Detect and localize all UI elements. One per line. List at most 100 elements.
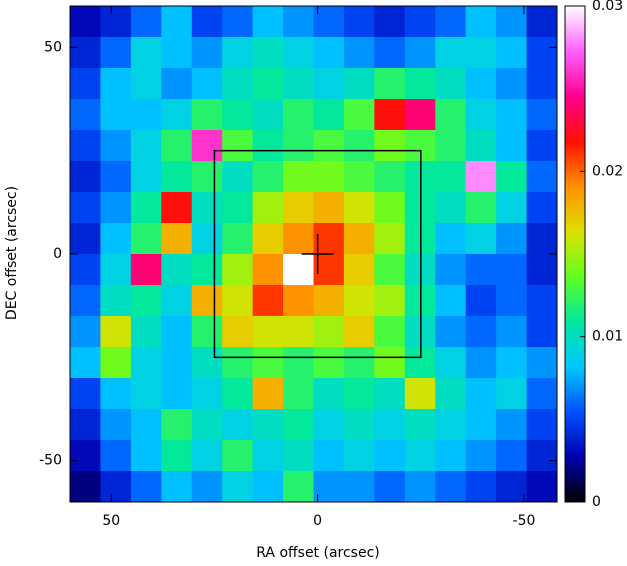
colorbar-tick-label: 0.01	[592, 329, 623, 345]
heatmap-cell	[191, 130, 223, 162]
heatmap-cell	[404, 99, 436, 131]
heatmap-cell	[222, 471, 254, 503]
heatmap-cell	[496, 223, 528, 255]
heatmap-cell	[252, 285, 284, 317]
heatmap-cell	[313, 378, 345, 410]
heatmap-cell	[374, 68, 406, 100]
heatmap-cell	[191, 223, 223, 255]
heatmap-cell	[404, 37, 436, 69]
heatmap-cell	[496, 316, 528, 348]
heatmap-cell	[252, 37, 284, 69]
heatmap-cell	[435, 130, 467, 162]
heatmap-cell	[435, 285, 467, 317]
heatmap-cell	[496, 99, 528, 131]
heatmap-cell	[343, 161, 375, 193]
colorbar-tick-label: 0.03	[592, 0, 623, 14]
heatmap-cell	[496, 68, 528, 100]
heatmap-cell	[496, 254, 528, 286]
heatmap-cell	[526, 378, 558, 410]
heatmap-cell	[283, 285, 314, 317]
heatmap-cell	[222, 440, 254, 472]
heatmap-cell	[526, 254, 558, 286]
heatmap-cell	[161, 378, 193, 410]
x-tick-label: 0	[313, 513, 322, 529]
heatmap-cell	[222, 254, 254, 286]
heatmap-cell	[100, 254, 132, 286]
x-tick-label: -50	[513, 513, 536, 529]
heatmap-cell	[374, 6, 406, 38]
heatmap-cell	[313, 161, 345, 193]
heatmap-cell	[374, 409, 406, 441]
heatmap-cell	[496, 6, 528, 38]
heatmap-cell	[435, 68, 467, 100]
y-axis-label: DEC offset (arcsec)	[4, 186, 20, 320]
heatmap-cell	[465, 285, 497, 317]
heatmap-cell	[404, 68, 436, 100]
heatmap-cell	[465, 192, 497, 224]
heatmap-cell	[496, 161, 528, 193]
heatmap-cell	[100, 68, 132, 100]
heatmap-cell	[435, 378, 467, 410]
heatmap-cell	[435, 347, 467, 379]
heatmap-cell	[161, 68, 193, 100]
heatmap-cell	[252, 409, 284, 441]
heatmap-cell	[191, 378, 223, 410]
heatmap-cell	[252, 440, 284, 472]
heatmap-cell	[130, 68, 162, 100]
heatmap-cell	[313, 440, 345, 472]
heatmap-cell	[404, 440, 436, 472]
heatmap-cell	[283, 471, 314, 503]
heatmap-cell	[283, 99, 314, 131]
heatmap-cell	[435, 254, 467, 286]
heatmap-cell	[252, 471, 284, 503]
heatmap-cell	[465, 409, 497, 441]
heatmap-cell	[252, 6, 284, 38]
heatmap-cell	[130, 347, 162, 379]
heatmap-cell	[343, 68, 375, 100]
heatmap-cell	[465, 37, 497, 69]
heatmap-cell	[435, 161, 467, 193]
heatmap-cell	[161, 440, 193, 472]
heatmap-cell	[313, 409, 345, 441]
heatmap-cell	[191, 37, 223, 69]
heatmap-cell	[526, 37, 558, 69]
heatmap-cell	[313, 254, 345, 286]
heatmap-cell	[100, 161, 132, 193]
heatmap-cell	[130, 409, 162, 441]
region-box	[213, 149, 422, 359]
heatmap-cell	[465, 471, 497, 503]
heatmap-cell	[191, 440, 223, 472]
heatmap-cell	[70, 285, 101, 317]
heatmap-cell	[130, 99, 162, 131]
heatmap-cell	[130, 130, 162, 162]
heatmap-cell	[222, 37, 254, 69]
heatmap-cell	[526, 223, 558, 255]
heatmap-cell	[526, 130, 558, 162]
heatmap-cell	[435, 409, 467, 441]
heatmap-cell	[496, 378, 528, 410]
heatmap-cell	[130, 378, 162, 410]
heatmap-cell	[343, 409, 375, 441]
heatmap-cell	[526, 161, 558, 193]
heatmap-cell	[191, 161, 223, 193]
heatmap-cell	[100, 130, 132, 162]
heatmap-cell	[526, 316, 558, 348]
heatmap-cell	[465, 378, 497, 410]
heatmap-cell	[343, 192, 375, 224]
heatmap-cell	[374, 99, 406, 131]
heatmap-cell	[70, 192, 101, 224]
heatmap-cell	[100, 285, 132, 317]
heatmap-cell	[343, 254, 375, 286]
heatmap-cell	[526, 347, 558, 379]
heatmap-cell	[252, 347, 284, 379]
heatmap-cell	[222, 223, 254, 255]
heatmap-cell	[343, 99, 375, 131]
y-tick-label: -50	[39, 453, 62, 469]
heatmap-cell	[496, 192, 528, 224]
heatmap-cell	[313, 130, 345, 162]
heatmap-cell	[161, 6, 193, 38]
heatmap-cell	[435, 316, 467, 348]
heatmap-cell	[435, 37, 467, 69]
heatmap-cell	[374, 440, 406, 472]
heatmap-cell	[252, 254, 284, 286]
